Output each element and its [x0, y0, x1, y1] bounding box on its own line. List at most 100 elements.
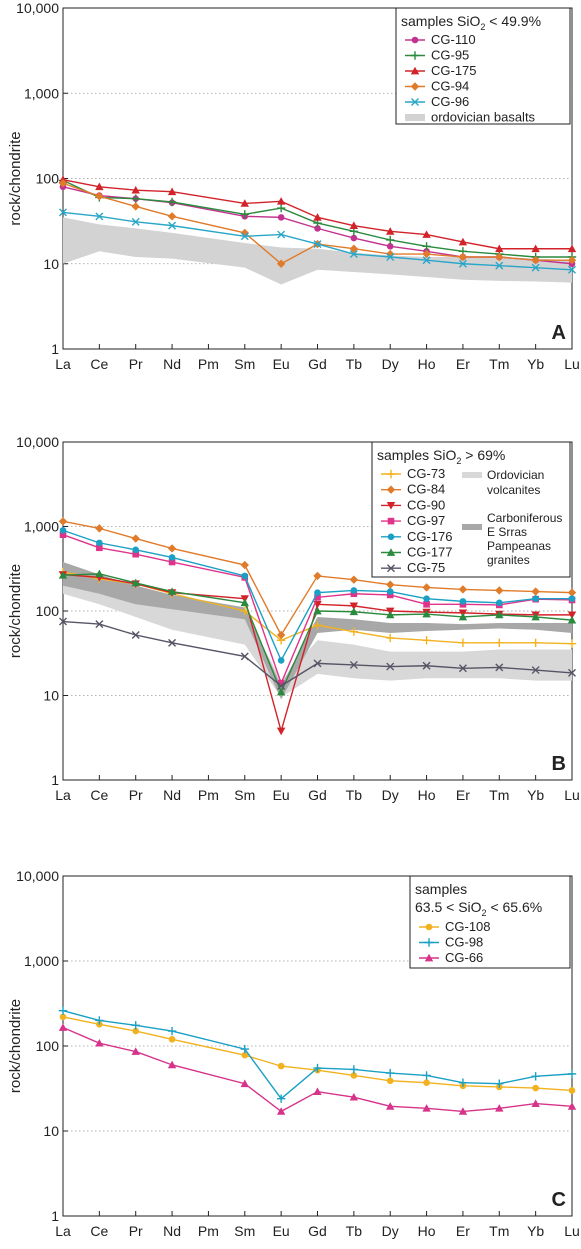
data-point: [96, 544, 103, 552]
legend-title: samples SiO2 > 69%: [377, 447, 505, 466]
data-point: [567, 256, 577, 265]
data-point: [422, 1071, 431, 1080]
legend-label: CG-96: [431, 94, 469, 109]
x-tick-label: Er: [456, 787, 470, 803]
data-point: [567, 615, 577, 624]
legend-marker: [410, 66, 420, 75]
y-tick-label: 10,000: [16, 868, 59, 884]
x-tick-label: Gd: [308, 1223, 327, 1239]
data-point: [95, 191, 104, 201]
legend-marker: [411, 36, 419, 44]
data-point: [568, 265, 576, 274]
data-point: [58, 1006, 68, 1015]
data-point: [240, 1079, 249, 1088]
data-point: [131, 185, 140, 194]
legend-label: CG-73: [407, 466, 445, 481]
x-tick-label: Ce: [90, 787, 108, 803]
y-tick-label: 1: [51, 1208, 59, 1224]
x-tick-label: Yb: [527, 787, 544, 803]
data-point: [131, 534, 140, 543]
data-point: [531, 263, 540, 272]
data-point: [350, 234, 358, 242]
data-point: [313, 620, 322, 630]
x-tick-label: Er: [456, 1223, 470, 1239]
legend-label: volcanites: [487, 483, 540, 497]
data-point: [495, 1079, 504, 1088]
x-tick-label: Pr: [129, 1223, 143, 1239]
data-point: [458, 259, 467, 268]
data-point: [350, 587, 358, 594]
data-point: [349, 1065, 359, 1074]
data-point: [59, 617, 67, 626]
data-point: [350, 1072, 358, 1079]
data-point: [349, 602, 359, 611]
data-point: [276, 1094, 286, 1103]
data-point: [131, 1047, 140, 1055]
data-point: [495, 663, 504, 672]
data-point: [131, 217, 140, 226]
y-tick-label: 10: [43, 256, 59, 272]
data-point: [386, 662, 395, 671]
series-line: [62, 534, 573, 686]
legend-label: CG-94: [431, 79, 469, 94]
x-tick-label: Lu: [564, 787, 580, 803]
reference-band: [63, 217, 572, 285]
data-point: [495, 638, 504, 648]
panel-label: A: [552, 322, 566, 344]
x-tick-label: Tb: [346, 787, 363, 803]
legend-label: CG-75: [407, 560, 445, 575]
data-point: [531, 1072, 540, 1081]
x-tick-label: Er: [456, 356, 470, 372]
data-point: [240, 652, 249, 661]
x-tick-label: Pm: [198, 1223, 219, 1239]
data-point: [167, 1060, 177, 1069]
data-point: [277, 214, 285, 221]
data-point: [531, 612, 540, 621]
data-point: [495, 244, 504, 253]
data-point: [95, 620, 104, 629]
data-point: [132, 1027, 140, 1035]
data-point: [313, 1087, 322, 1096]
data-point: [422, 1104, 431, 1112]
data-point: [314, 594, 321, 601]
x-tick-label: Ce: [90, 1223, 108, 1239]
data-point: [423, 1079, 430, 1087]
data-point: [58, 1023, 68, 1031]
data-point: [132, 546, 140, 554]
legend-box: [409, 875, 571, 969]
data-point: [59, 531, 67, 538]
legend-label: CG-175: [431, 63, 477, 78]
x-tick-label: Tb: [346, 356, 363, 372]
data-point: [531, 638, 540, 648]
x-tick-label: Sm: [234, 356, 255, 372]
data-point: [567, 611, 577, 620]
x-tick-label: Pr: [129, 356, 143, 372]
data-point: [95, 182, 104, 191]
data-point: [313, 213, 322, 221]
x-tick-label: Ho: [418, 1223, 436, 1239]
panel-c-chart: 1 10 100 1,000 10,000 rock/chondrite La Ce Pr Nd P…: [7, 868, 580, 1239]
y-tick-label: 100: [36, 1038, 60, 1054]
x-tick-label: Pm: [198, 356, 219, 372]
data-point: [386, 253, 395, 261]
legend-label: CG-110: [431, 32, 476, 47]
data-point: [96, 539, 103, 547]
data-point: [423, 595, 430, 602]
legend-box: [371, 441, 571, 578]
data-point: [386, 633, 395, 643]
series-line: [62, 1016, 573, 1092]
x-tick-label: Tm: [489, 787, 509, 803]
series-line: [62, 520, 573, 637]
data-point: [277, 1062, 285, 1070]
x-tick-label: Pm: [198, 787, 219, 803]
data-point: [567, 588, 577, 597]
legend-label: CG-98: [445, 935, 483, 950]
data-point: [458, 252, 468, 262]
data-point: [313, 571, 322, 581]
legend-label: Ordovician: [487, 468, 544, 482]
legend-subtitle: 63.5 < SiO2 < 65.6%: [415, 899, 542, 918]
data-point: [422, 661, 431, 670]
data-point: [313, 606, 322, 615]
legend-marker: [411, 98, 419, 106]
x-tick-label: Nd: [163, 356, 181, 372]
